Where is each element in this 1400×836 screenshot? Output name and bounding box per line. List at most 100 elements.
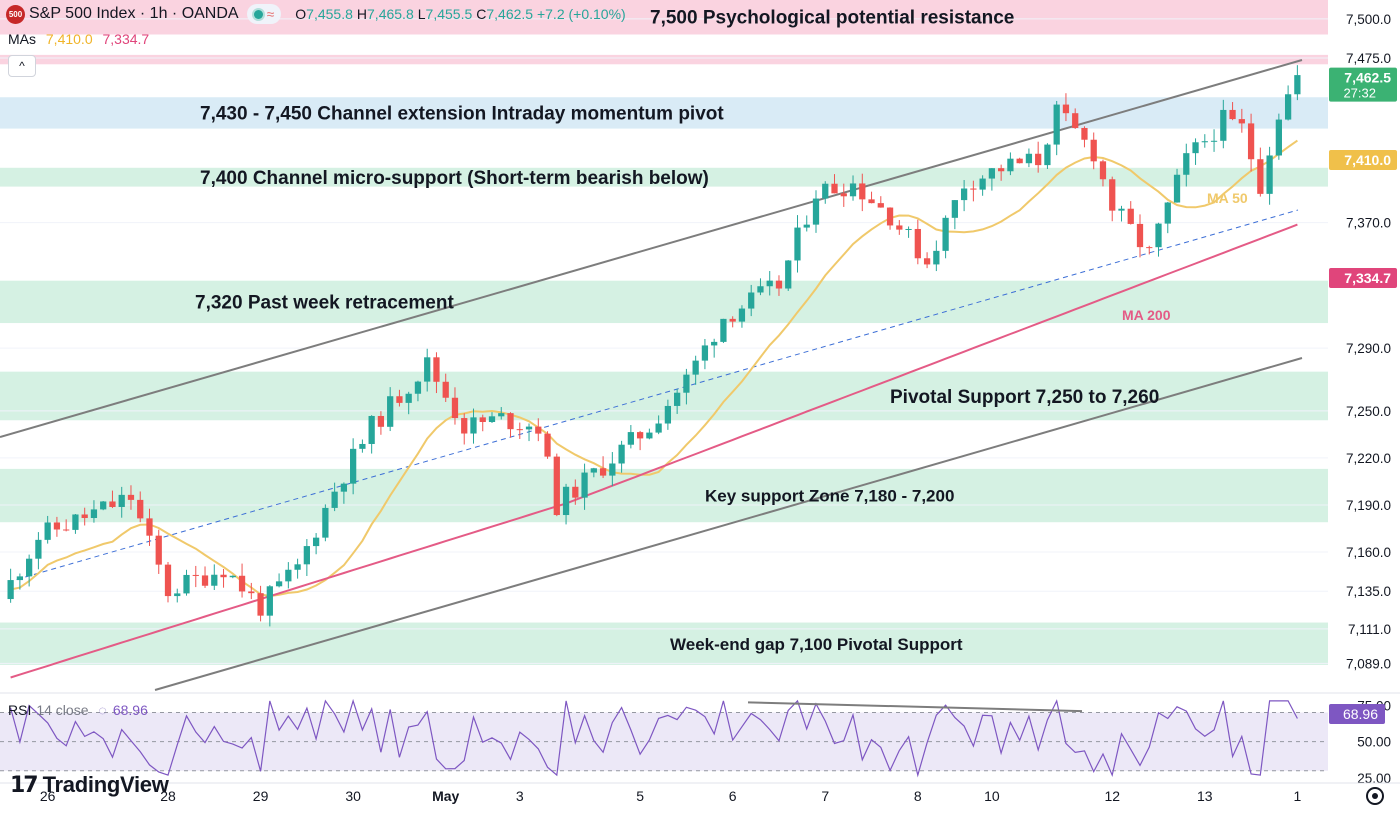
candle-body	[599, 468, 607, 476]
candle-body	[720, 318, 727, 342]
candle	[238, 563, 246, 598]
chevron-up-icon: ^	[19, 59, 25, 73]
zone-band	[0, 468, 1328, 523]
candle	[414, 380, 422, 402]
candle	[26, 554, 33, 587]
candle	[970, 180, 977, 202]
candle-body	[618, 444, 625, 464]
market-status-pill[interactable]: ≈	[246, 4, 282, 24]
candle	[1072, 108, 1079, 129]
candle-body	[90, 509, 98, 519]
candle-body	[303, 546, 310, 565]
price-tick-label: 7,220.0	[1346, 451, 1391, 466]
candle	[507, 412, 514, 438]
wave-icon: ≈	[266, 6, 275, 22]
price-tick-label: 7,135.0	[1346, 584, 1391, 599]
candle-body	[442, 381, 449, 398]
candle	[118, 486, 125, 518]
price-tag-box	[1329, 268, 1397, 289]
price-tick-label: 7,370.0	[1346, 216, 1391, 231]
candle	[905, 226, 912, 238]
candle-body	[590, 468, 597, 473]
candle-body	[294, 564, 301, 570]
candle	[1201, 134, 1208, 148]
rsi-divergence-line	[747, 701, 1083, 713]
settings-gear-icon[interactable]	[1366, 787, 1384, 805]
mas-legend[interactable]: MAs 7,410.0 7,334.7	[8, 31, 149, 47]
candle	[886, 207, 894, 230]
candle	[1127, 201, 1134, 225]
candle	[1090, 132, 1097, 170]
price-tick-label: 7,475.0	[1346, 51, 1391, 66]
candle-body	[822, 183, 829, 199]
loading-icon: ◌	[98, 702, 107, 718]
candle-body	[951, 200, 958, 218]
candle-body	[109, 501, 116, 507]
candle	[488, 412, 496, 424]
rsi-value-tag-label: 68.96	[1343, 706, 1378, 722]
candle	[387, 387, 394, 432]
candle	[137, 491, 144, 523]
candle	[1081, 126, 1088, 148]
ma50-label: MA 50	[1207, 190, 1248, 206]
candle-body	[16, 576, 24, 581]
candle	[1136, 214, 1144, 258]
candle	[803, 215, 810, 232]
candle	[516, 422, 523, 439]
symbol-title[interactable]: S&P 500 Index · 1h · OANDA	[29, 5, 239, 22]
candle	[794, 215, 801, 273]
candle-body	[174, 593, 181, 597]
candle-body	[664, 405, 672, 424]
candle-body	[507, 413, 514, 430]
tradingview-logo[interactable]: 17 TradingView	[10, 772, 169, 798]
candle-body	[1257, 159, 1264, 194]
channel-lines	[0, 59, 1303, 691]
ohlc-key-c: C	[476, 6, 487, 22]
candle-body	[748, 292, 755, 309]
candle	[711, 338, 718, 358]
candle	[331, 482, 338, 512]
candle-body	[562, 486, 570, 516]
candle-body	[960, 188, 968, 201]
candle	[1266, 146, 1273, 205]
candle	[322, 504, 329, 542]
candle-body	[1127, 208, 1134, 224]
candle-body	[229, 575, 236, 578]
collapse-legend-button[interactable]: ^	[8, 55, 36, 77]
tradingview-name: TradingView	[42, 772, 169, 797]
candle	[146, 508, 153, 546]
candle	[164, 562, 172, 603]
candle	[7, 568, 14, 603]
candle-body	[451, 397, 459, 419]
ohlc-key-h: H	[356, 6, 368, 22]
candle	[562, 483, 570, 525]
symbol-logo[interactable]: 500	[6, 4, 25, 24]
time-tick-label: 5	[636, 788, 644, 804]
candle-body	[424, 357, 431, 382]
time-tick-label: 8	[914, 788, 922, 804]
candle-body	[1238, 119, 1245, 124]
candle-body	[794, 227, 801, 261]
candle	[211, 564, 218, 591]
candle-body	[914, 228, 921, 259]
zone-label: Week-end gap 7,100 Pivotal Support	[670, 635, 963, 654]
rsi-legend[interactable]: RSI 14 close ◌ 68.96	[8, 702, 148, 718]
candle	[979, 175, 986, 196]
candle-body	[1164, 202, 1171, 224]
candle-body	[1099, 161, 1107, 180]
candle-body	[729, 318, 736, 322]
candle-body	[979, 178, 986, 190]
candle	[590, 467, 597, 478]
candle	[1025, 148, 1033, 168]
candle	[729, 316, 736, 328]
candle-body	[525, 426, 533, 430]
candle-body	[1062, 104, 1070, 114]
candle	[618, 440, 625, 473]
candle-body	[164, 564, 172, 597]
candle	[44, 515, 51, 544]
time-tick-label: 30	[345, 788, 361, 804]
candle-body	[377, 415, 385, 427]
rsi-tick-label: 25.00	[1357, 771, 1391, 786]
candle	[470, 408, 477, 444]
